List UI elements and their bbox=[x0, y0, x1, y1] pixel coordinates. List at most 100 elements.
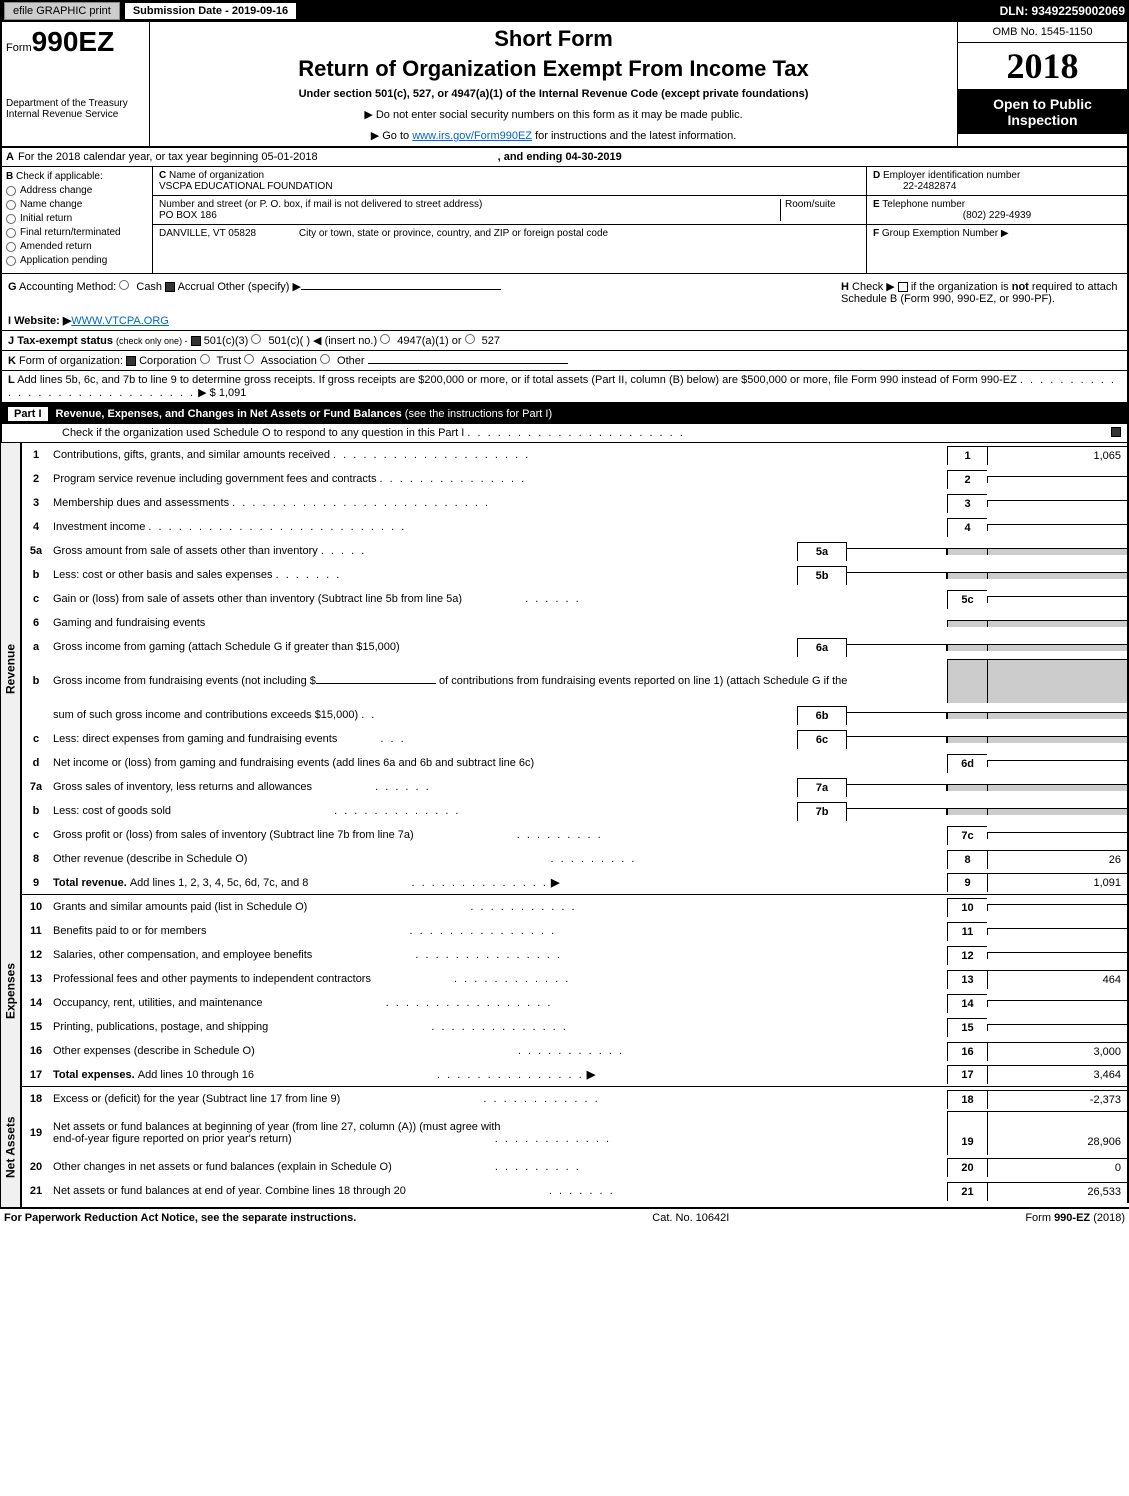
line1-text: Contributions, gifts, grants, and simila… bbox=[50, 446, 947, 464]
final-radio[interactable] bbox=[6, 228, 16, 238]
line5a-num: 5a bbox=[22, 542, 50, 560]
section-j-row: J Tax-exempt status (check only one) - 5… bbox=[0, 330, 1129, 350]
line5b-mid: 5b bbox=[797, 566, 847, 585]
line6b-mid: 6b bbox=[797, 706, 847, 725]
line20-num: 20 bbox=[22, 1158, 50, 1176]
line16-box: 16 bbox=[947, 1042, 987, 1061]
line6a-text: Gross income from gaming (attach Schedul… bbox=[50, 638, 797, 656]
website-link[interactable]: WWW.VTCPA.ORG bbox=[71, 315, 169, 327]
paperwork-notice: For Paperwork Reduction Act Notice, see … bbox=[4, 1212, 356, 1224]
line12-num: 12 bbox=[22, 946, 50, 964]
pending-radio[interactable] bbox=[6, 256, 16, 266]
section-l-row: L Add lines 5b, 6c, and 7b to line 9 to … bbox=[0, 370, 1129, 404]
line8-box: 8 bbox=[947, 850, 987, 869]
final-label: Final return/terminated bbox=[20, 227, 121, 238]
other-org-line[interactable] bbox=[368, 363, 568, 364]
initial-label: Initial return bbox=[20, 213, 72, 224]
addr-change-label: Address change bbox=[20, 185, 92, 196]
line6b-grayval bbox=[987, 659, 1127, 703]
line21-box: 21 bbox=[947, 1182, 987, 1201]
line-18: 18 Excess or (deficit) for the year (Sub… bbox=[22, 1087, 1129, 1111]
line16-num: 16 bbox=[22, 1042, 50, 1060]
open-public-line1: Open to Public bbox=[964, 96, 1121, 112]
org-name: VSCPA EDUCATIONAL FOUNDATION bbox=[159, 181, 333, 192]
line-2: 2 Program service revenue including gove… bbox=[22, 467, 1129, 491]
501c3-checkbox[interactable] bbox=[191, 336, 201, 346]
line21-val: 26,533 bbox=[987, 1182, 1127, 1201]
form-prefix: Form bbox=[6, 42, 32, 54]
section-a-row: A For the 2018 calendar year, or tax yea… bbox=[0, 148, 1129, 167]
line6c-graybox bbox=[947, 736, 987, 743]
amended-radio[interactable] bbox=[6, 242, 16, 252]
line11-text: Benefits paid to or for members . . . . … bbox=[50, 922, 947, 940]
line1-box: 1 bbox=[947, 446, 987, 465]
line-6a: a Gross income from gaming (attach Sched… bbox=[22, 635, 1129, 659]
cash-radio[interactable] bbox=[119, 280, 129, 290]
527-radio[interactable] bbox=[465, 334, 475, 344]
4947-radio[interactable] bbox=[380, 334, 390, 344]
line6a-midval bbox=[847, 644, 947, 651]
section-a-label: A bbox=[6, 151, 14, 163]
assoc-label: Association bbox=[261, 355, 317, 367]
line5a-midval bbox=[847, 548, 947, 555]
line5b-num: b bbox=[22, 566, 50, 584]
name-col: C Name of organization VSCPA EDUCATIONAL… bbox=[152, 167, 867, 273]
section-a-ending: , and ending 04-30-2019 bbox=[498, 151, 622, 163]
corp-checkbox[interactable] bbox=[126, 356, 136, 366]
corp-label: Corporation bbox=[139, 355, 196, 367]
ein-value: 22-2482874 bbox=[903, 181, 956, 192]
line5c-box: 5c bbox=[947, 590, 987, 609]
group-arrow: ▶ bbox=[1001, 228, 1009, 239]
form-number-col: Form990EZ Department of the Treasury Int… bbox=[2, 22, 150, 146]
irs-link[interactable]: www.irs.gov/Form990EZ bbox=[412, 130, 532, 142]
h-checkbox[interactable] bbox=[898, 282, 908, 292]
section-b-label: B bbox=[6, 171, 13, 182]
line-6d: d Net income or (loss) from gaming and f… bbox=[22, 751, 1129, 775]
other-org-radio[interactable] bbox=[320, 354, 330, 364]
form-number: 990EZ bbox=[32, 26, 115, 57]
amended-label: Amended return bbox=[20, 241, 92, 252]
efile-print-button[interactable]: efile GRAPHIC print bbox=[4, 2, 120, 20]
501c-radio[interactable] bbox=[251, 334, 261, 344]
line6b-num: b bbox=[22, 672, 50, 690]
line6bsum-spacer bbox=[22, 712, 50, 718]
line6b-blank[interactable] bbox=[316, 683, 436, 684]
line5a-text: Gross amount from sale of assets other t… bbox=[50, 542, 797, 560]
line4-box: 4 bbox=[947, 518, 987, 537]
initial-radio[interactable] bbox=[6, 214, 16, 224]
line7a-text: Gross sales of inventory, less returns a… bbox=[50, 778, 797, 796]
addr-change-radio[interactable] bbox=[6, 186, 16, 196]
line7c-num: c bbox=[22, 826, 50, 844]
form-org-label: Form of organization: bbox=[19, 355, 123, 367]
other-specify-line[interactable] bbox=[301, 289, 501, 290]
line13-val: 464 bbox=[987, 970, 1127, 989]
line21-text: Net assets or fund balances at end of ye… bbox=[50, 1182, 947, 1200]
line11-val bbox=[987, 928, 1127, 935]
line7a-grayval bbox=[987, 784, 1127, 791]
line14-num: 14 bbox=[22, 994, 50, 1012]
d-col: D Employer identification number 22-2482… bbox=[867, 167, 1127, 273]
line3-text: Membership dues and assessments . . . . … bbox=[50, 494, 947, 512]
other-label: Other (specify) ▶ bbox=[217, 281, 301, 293]
submission-date: Submission Date - 2019-09-16 bbox=[124, 2, 297, 20]
trust-radio[interactable] bbox=[200, 354, 210, 364]
line19-val: 28,906 bbox=[987, 1111, 1127, 1155]
h-if-text: if the organization is bbox=[911, 281, 1012, 293]
line11-box: 11 bbox=[947, 922, 987, 941]
name-change-radio[interactable] bbox=[6, 200, 16, 210]
h-check-text: Check ▶ bbox=[852, 281, 895, 293]
phone-box: E Telephone number (802) 229-4939 bbox=[867, 196, 1127, 225]
assoc-radio[interactable] bbox=[244, 354, 254, 364]
section-f-label: F bbox=[873, 228, 879, 239]
accrual-checkbox[interactable] bbox=[165, 282, 175, 292]
tax-exempt-label: Tax-exempt status bbox=[17, 335, 113, 347]
line8-val: 26 bbox=[987, 850, 1127, 869]
part1-checkbox[interactable] bbox=[1111, 427, 1121, 437]
line10-val bbox=[987, 904, 1127, 911]
line16-text: Other expenses (describe in Schedule O) … bbox=[50, 1042, 947, 1060]
line15-box: 15 bbox=[947, 1018, 987, 1037]
line12-text: Salaries, other compensation, and employ… bbox=[50, 946, 947, 964]
line5a-grayval bbox=[987, 548, 1127, 555]
section-a-text: For the 2018 calendar year, or tax year … bbox=[18, 151, 318, 163]
line7b-grayval bbox=[987, 808, 1127, 815]
